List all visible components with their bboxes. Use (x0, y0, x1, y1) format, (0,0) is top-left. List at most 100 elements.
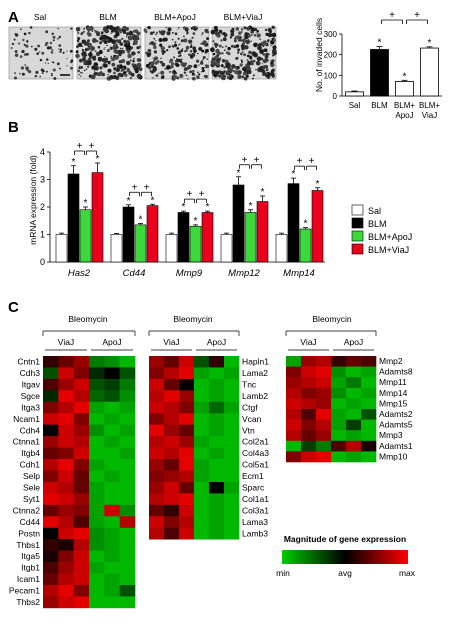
cell-dot (188, 53, 191, 56)
heatmap-cell (89, 470, 105, 483)
heatmap-cell (179, 516, 195, 529)
cell-dot (230, 29, 235, 34)
cell-dot (160, 30, 165, 35)
heatmap-cell (316, 419, 332, 431)
cell-dot (221, 59, 226, 63)
heatmap-cell (104, 470, 120, 483)
cell-dot (185, 45, 190, 50)
chart-b-ytick-label: 3 (40, 175, 45, 185)
cell-dot (171, 38, 174, 41)
chart-b-bar (311, 190, 324, 263)
cell-dot (251, 62, 254, 66)
heatmap-cell (286, 430, 302, 442)
cell-dot (52, 35, 56, 39)
heatmap-cell (224, 436, 240, 448)
cell-dot (150, 61, 155, 66)
heatmap-cell (73, 550, 90, 563)
cell-dot (265, 66, 268, 69)
heatmap-cell (73, 390, 90, 403)
heatmap-cell (58, 596, 74, 609)
heatmap-cell (346, 440, 362, 452)
heatmap-cell (331, 419, 347, 431)
heatmap-row-label: Lamb3 (242, 528, 268, 538)
heatmap-cell (119, 504, 136, 517)
heatmap-cell (346, 356, 362, 367)
cell-dot (245, 74, 249, 78)
heatmap-cell (43, 585, 59, 597)
heatmap-cell (149, 516, 165, 529)
cell-dot (191, 36, 194, 39)
cell-dot (258, 66, 263, 71)
cell-dot (243, 34, 246, 37)
cell-dot (225, 45, 228, 48)
cell-dot (80, 71, 83, 74)
heatmap-row-label: Ncam1 (13, 414, 40, 424)
chart-b-star: * (127, 196, 131, 207)
heatmap-cell (58, 436, 74, 448)
cell-dot (137, 58, 139, 61)
heatmap-cell (361, 430, 377, 442)
cell-dot (91, 30, 94, 33)
cell-dot (268, 32, 271, 36)
cell-dot (200, 61, 204, 65)
heatmap-row-label: Itgav (22, 379, 41, 389)
legend-swatch (351, 243, 364, 255)
heatmap-title: Bleomycin (68, 314, 107, 324)
heatmap-cell (149, 470, 165, 483)
cell-dot (85, 68, 88, 70)
heatmap-cell (149, 378, 165, 391)
heatmap-cell (73, 516, 90, 529)
heatmap-cell (58, 550, 74, 563)
cell-dot (51, 32, 54, 35)
heatmap-row-label: Mmp11 (379, 377, 407, 387)
heatmap-cell (104, 585, 120, 597)
heatmap-cell (104, 447, 120, 460)
chart-a-star: * (378, 38, 382, 49)
color-scale-max: max (399, 568, 416, 578)
heatmap-cell (104, 413, 120, 425)
cell-dot (18, 42, 21, 45)
heatmap-cell (119, 413, 136, 425)
heatmap-cell (149, 424, 165, 437)
cell-dot (270, 44, 272, 47)
cell-dot (34, 47, 38, 51)
heatmap-cell (224, 413, 240, 425)
cell-dot (20, 66, 24, 70)
cell-dot (202, 43, 205, 45)
cell-dot (41, 51, 45, 55)
cell-dot (180, 39, 184, 43)
cell-dot (58, 44, 62, 47)
heatmap-cell (58, 481, 74, 494)
heatmap-cell (194, 401, 210, 414)
heatmap-row-label: Pecam1 (9, 586, 40, 596)
cell-dot (133, 39, 138, 45)
cell-dot (204, 66, 206, 69)
cell-dot (238, 31, 242, 35)
heatmap-cell (73, 367, 90, 380)
cell-dot (21, 49, 25, 54)
cell-dot (34, 75, 37, 78)
cell-dot (187, 78, 189, 80)
cell-dot (210, 60, 214, 64)
heatmap-cell (119, 516, 136, 529)
heatmap-cell (194, 504, 210, 517)
cell-dot (83, 27, 86, 30)
cell-dot (132, 34, 138, 40)
chart-b-plus: + (242, 155, 248, 166)
heatmap-row-label: Mmp10 (379, 451, 408, 461)
cell-dot (52, 39, 55, 42)
heatmap-cell (58, 470, 74, 483)
micrograph-label-blm-viaj: BLM+ViaJ (224, 12, 263, 22)
cell-dot (171, 31, 174, 34)
cell-dot (46, 46, 51, 50)
heatmap-cell (209, 424, 225, 437)
chart-b-plus: + (144, 182, 150, 193)
heatmap-cell (209, 436, 225, 448)
heatmap-row-label: Itgb1 (21, 563, 40, 573)
cell-dot (192, 46, 196, 50)
cell-dot (93, 29, 96, 32)
cell-dot (212, 52, 216, 56)
cell-dot (213, 70, 215, 73)
chart-a-star: * (428, 38, 432, 49)
